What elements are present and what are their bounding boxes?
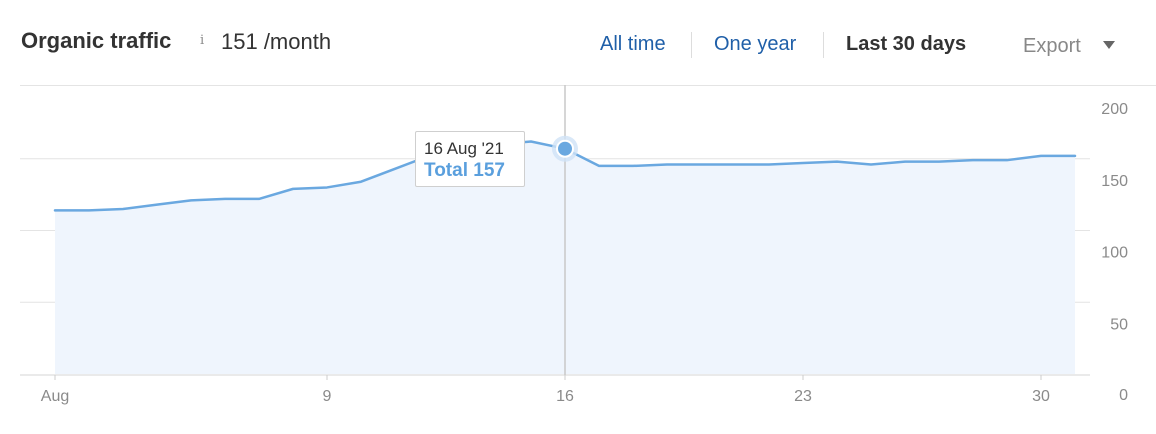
chart-tooltip: 16 Aug '21 Total 157 (415, 131, 525, 187)
x-tick-label-30: 30 (1032, 388, 1050, 405)
x-tick-label-aug: Aug (41, 388, 69, 405)
data-point (937, 160, 941, 164)
data-point (223, 197, 227, 201)
data-point (665, 162, 669, 166)
header-divider (20, 85, 1156, 86)
data-point (529, 140, 533, 144)
info-icon[interactable]: i (200, 33, 205, 48)
data-point (1039, 154, 1043, 158)
y-tick-label-100: 100 (1101, 245, 1128, 262)
y-tick-label-200: 200 (1101, 101, 1128, 118)
data-point (971, 158, 975, 162)
range-separator (691, 32, 692, 58)
x-tick-label-9: 9 (323, 388, 332, 405)
data-point (869, 162, 873, 166)
data-point (257, 197, 261, 201)
x-tick-label-23: 23 (794, 388, 812, 405)
data-point (53, 208, 57, 212)
range-all-time[interactable]: All time (600, 33, 666, 55)
y-tick-label-50: 50 (1110, 316, 1128, 333)
data-point (767, 162, 771, 166)
caret-down-icon[interactable] (1103, 41, 1115, 49)
data-point (359, 180, 363, 184)
range-last-30-days[interactable]: Last 30 days (846, 33, 967, 55)
traffic-value: 151 /month (221, 29, 332, 54)
range-separator (823, 32, 824, 58)
y-tick-label-0: 0 (1119, 387, 1128, 404)
tooltip-total: Total 157 (424, 160, 505, 181)
chart-header: Organic traffic i 151 /month All time On… (0, 0, 1156, 86)
chart-title: Organic traffic (21, 28, 172, 53)
data-point (325, 185, 329, 189)
range-one-year[interactable]: One year (714, 33, 797, 55)
data-point (121, 207, 125, 211)
data-point (291, 187, 295, 191)
data-point (903, 160, 907, 164)
data-point (835, 160, 839, 164)
data-point (699, 162, 703, 166)
data-point (1005, 158, 1009, 162)
data-point (87, 208, 91, 212)
highlight-point (556, 139, 574, 158)
x-tick-label-16: 16 (556, 388, 574, 405)
y-tick-label-150: 150 (1101, 173, 1128, 190)
data-point (1073, 154, 1077, 158)
data-point (189, 198, 193, 202)
data-point (631, 164, 635, 168)
data-point (155, 203, 159, 207)
data-point (597, 164, 601, 168)
tooltip-date: 16 Aug '21 (424, 139, 504, 158)
data-point (733, 162, 737, 166)
data-point (393, 167, 397, 171)
data-point (801, 161, 805, 165)
export-button[interactable]: Export (1023, 35, 1081, 57)
